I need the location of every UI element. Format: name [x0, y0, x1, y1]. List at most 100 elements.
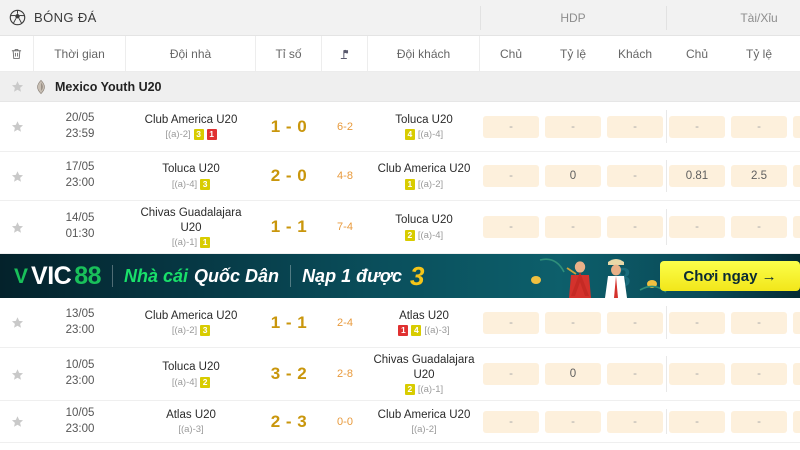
column-header-ou-home[interactable]: Chủ [685, 46, 708, 61]
odds-value[interactable]: - [793, 311, 800, 334]
odds-cell-ou-home[interactable]: - [666, 348, 728, 400]
odds-cell-hdp-away[interactable]: - [604, 348, 666, 400]
odds-value[interactable]: - [483, 311, 539, 334]
odds-value[interactable]: 0.81 [669, 165, 725, 187]
away-team-cell[interactable]: Atlas U20 1 4 [(a)-3] [368, 298, 480, 347]
odds-value[interactable]: - [607, 363, 663, 385]
table-row[interactable]: 10/05 23:00 Toluca U20 [(a)-4] 2 3 - 2 2-… [0, 348, 800, 401]
odds-value[interactable]: - [607, 410, 663, 433]
column-header-ou-rate[interactable]: Tỷ lệ [745, 46, 772, 61]
column-header-home-team[interactable]: Đội nhà [126, 36, 256, 71]
odds-value[interactable]: - [731, 410, 787, 433]
odds-value[interactable]: - [731, 216, 787, 238]
away-team-cell[interactable]: Toluca U20 4 [(a)-4] [368, 102, 480, 151]
table-row[interactable]: 14/05 01:30 Chivas Guadalajara U20 [(a)-… [0, 201, 800, 254]
odds-cell-hdp-away[interactable]: - [604, 102, 666, 151]
favorite-star-icon[interactable] [0, 401, 34, 442]
table-row[interactable]: 17/05 23:00 Toluca U20 [(a)-4] 3 2 - 0 4-… [0, 152, 800, 201]
odds-value[interactable]: - [731, 115, 787, 138]
away-team-cell[interactable]: Chivas Guadalajara U20 2 [(a)-1] [368, 348, 480, 400]
odds-cell-ou-rate[interactable]: - [728, 298, 790, 347]
odds-cell-ou-home[interactable]: - [666, 401, 728, 442]
column-header-time[interactable]: Thời gian [34, 36, 126, 71]
star-icon[interactable] [0, 80, 34, 93]
odds-value[interactable]: - [483, 115, 539, 138]
odds-cell-hdp-rate[interactable]: - [542, 298, 604, 347]
odds-cell-hdp-rate[interactable]: 0 [542, 348, 604, 400]
odds-cell-ou-rate[interactable]: - [728, 102, 790, 151]
odds-cell-ou-home[interactable]: 0.81 [666, 152, 728, 200]
home-team-cell[interactable]: Toluca U20 [(a)-4] 3 [126, 152, 256, 200]
odds-value[interactable]: - [731, 363, 787, 385]
odds-cell-hdp-home[interactable]: - [480, 348, 542, 400]
odds-value[interactable]: - [545, 311, 601, 334]
odds-cell-ou-home[interactable]: - [666, 102, 728, 151]
odds-value[interactable]: - [607, 216, 663, 238]
favorite-star-icon[interactable] [0, 201, 34, 253]
away-team-cell[interactable]: Toluca U20 2 [(a)-4] [368, 201, 480, 253]
odds-cell-hdp-away[interactable]: - [604, 298, 666, 347]
odds-value[interactable]: - [483, 410, 539, 433]
home-team-cell[interactable]: Club America U20 [(a)-2] 3 [126, 298, 256, 347]
odds-value[interactable]: - [545, 410, 601, 433]
odds-value[interactable]: 1.0 [793, 165, 800, 187]
odds-value[interactable]: - [669, 410, 725, 433]
away-team-cell[interactable]: Club America U20 [(a)-2] [368, 401, 480, 442]
odds-value[interactable]: - [669, 311, 725, 334]
table-row[interactable]: 10/05 23:00 Atlas U20 [(a)-3] 2 - 3 0-0 … [0, 401, 800, 443]
column-header-hdp-away[interactable]: Khách [617, 46, 653, 61]
odds-cell-ou-away[interactable]: - [790, 298, 800, 347]
odds-cell-hdp-home[interactable]: - [480, 102, 542, 151]
odds-value[interactable]: 2.5 [731, 165, 787, 187]
odds-cell-hdp-rate[interactable]: - [542, 201, 604, 253]
odds-value[interactable]: 0 [545, 165, 601, 187]
banner-cta-button[interactable]: Chơi ngay → [660, 261, 800, 291]
favorite-star-icon[interactable] [0, 348, 34, 400]
odds-cell-hdp-away[interactable]: - [604, 152, 666, 200]
odds-value[interactable]: - [793, 410, 800, 433]
odds-cell-ou-rate[interactable]: 2.5 [728, 152, 790, 200]
odds-value[interactable]: - [607, 115, 663, 138]
odds-value[interactable]: - [793, 363, 800, 385]
odds-cell-hdp-home[interactable]: - [480, 152, 542, 200]
odds-value[interactable]: - [731, 311, 787, 334]
column-header-score[interactable]: Tỉ số [256, 36, 322, 71]
away-team-cell[interactable]: Club America U20 1 [(a)-2] [368, 152, 480, 200]
odds-value[interactable]: - [669, 363, 725, 385]
odds-cell-hdp-rate[interactable]: 0 [542, 152, 604, 200]
odds-value[interactable]: - [607, 311, 663, 334]
promo-banner[interactable]: V VIC 88 Nhà cái Quốc Dân Nạp 1 được 3 8 [0, 254, 800, 298]
odds-value[interactable]: - [793, 216, 800, 238]
odds-value[interactable]: - [793, 115, 800, 138]
odds-cell-ou-away[interactable]: - [790, 401, 800, 442]
table-row[interactable]: 13/05 23:00 Club America U20 [(a)-2] 3 1 … [0, 298, 800, 348]
odds-value[interactable]: - [545, 216, 601, 238]
odds-cell-ou-rate[interactable]: - [728, 201, 790, 253]
odds-cell-ou-rate[interactable]: - [728, 348, 790, 400]
home-team-cell[interactable]: Chivas Guadalajara U20 [(a)-1] 1 [126, 201, 256, 253]
home-team-cell[interactable]: Club America U20 [(a)-2] 3 1 [126, 102, 256, 151]
odds-value[interactable]: - [669, 115, 725, 138]
odds-cell-ou-rate[interactable]: - [728, 401, 790, 442]
home-team-cell[interactable]: Toluca U20 [(a)-4] 2 [126, 348, 256, 400]
odds-cell-hdp-home[interactable]: - [480, 298, 542, 347]
favorite-star-icon[interactable] [0, 298, 34, 347]
odds-value[interactable]: - [607, 165, 663, 187]
odds-cell-hdp-away[interactable]: - [604, 401, 666, 442]
odds-value[interactable]: 0 [545, 363, 601, 385]
favorite-star-icon[interactable] [0, 102, 34, 151]
odds-cell-hdp-rate[interactable]: - [542, 401, 604, 442]
odds-cell-ou-away[interactable]: - [790, 348, 800, 400]
odds-cell-ou-away[interactable]: - [790, 102, 800, 151]
odds-value[interactable]: - [483, 216, 539, 238]
home-team-cell[interactable]: Atlas U20 [(a)-3] [126, 401, 256, 442]
odds-value[interactable]: - [483, 165, 539, 187]
column-header-away-team[interactable]: Đội khách [368, 36, 480, 71]
odds-cell-hdp-away[interactable]: - [604, 201, 666, 253]
odds-cell-ou-home[interactable]: - [666, 298, 728, 347]
column-header-ou-away[interactable]: Khách [790, 36, 800, 71]
corner-flag-icon[interactable] [322, 36, 368, 71]
odds-value[interactable]: - [483, 363, 539, 385]
odds-value[interactable]: - [669, 216, 725, 238]
column-header-hdp-home[interactable]: Chủ [499, 46, 522, 61]
